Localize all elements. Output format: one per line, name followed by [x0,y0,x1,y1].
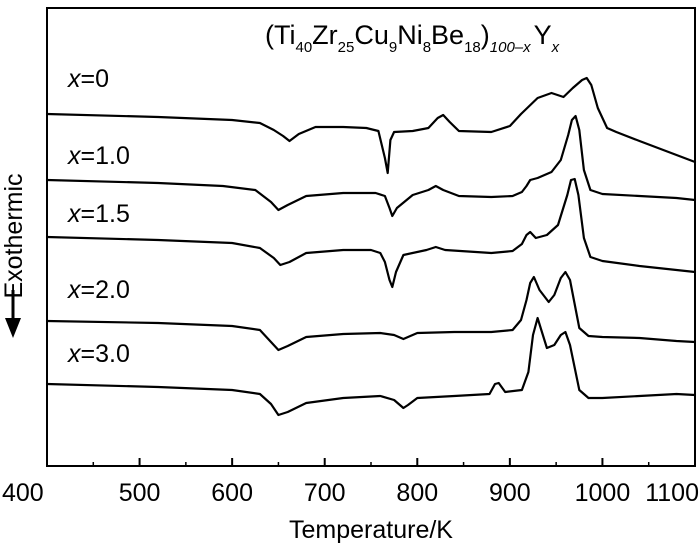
dsc-curve-x-2-0 [45,270,697,352]
series-label: x=0 [67,65,109,93]
series-label: x=2.0 [67,276,130,304]
x-tick-label: 600 [211,479,253,507]
series-label: x=1.5 [67,200,130,228]
x-tick-label: 900 [489,479,531,507]
x-axis: 400 500 600 700 800 900 1000 1100 [2,458,699,507]
series-labels: x=0 x=1.0 x=1.5 x=2.0 x=3.0 [67,65,130,368]
series-label: x=1.0 [67,142,130,170]
chart-title: (Ti40Zr25Cu9Ni8Be18)100–x Yx [265,20,560,56]
x-axis-title: Temperature/K [289,516,453,544]
x-tick-label: 1100 [645,479,699,507]
y-axis-title-group: Exothermic [0,173,28,338]
dsc-curve-x-3-0 [45,316,697,417]
x-tick-label: 800 [396,479,438,507]
series-curves [45,76,697,417]
dsc-curve-x-1-5 [45,177,697,289]
x-tick-label: 400 [2,479,44,507]
y-axis-title: Exothermic [0,173,28,298]
x-tick-label: 700 [304,479,346,507]
dsc-curve-x-1-0 [45,114,697,218]
x-tick-label: 500 [119,479,161,507]
dsc-curve-x-0 [45,76,697,175]
exothermic-arrow-icon [5,318,21,338]
series-label: x=3.0 [67,340,130,368]
x-tick-label: 1000 [575,479,631,507]
